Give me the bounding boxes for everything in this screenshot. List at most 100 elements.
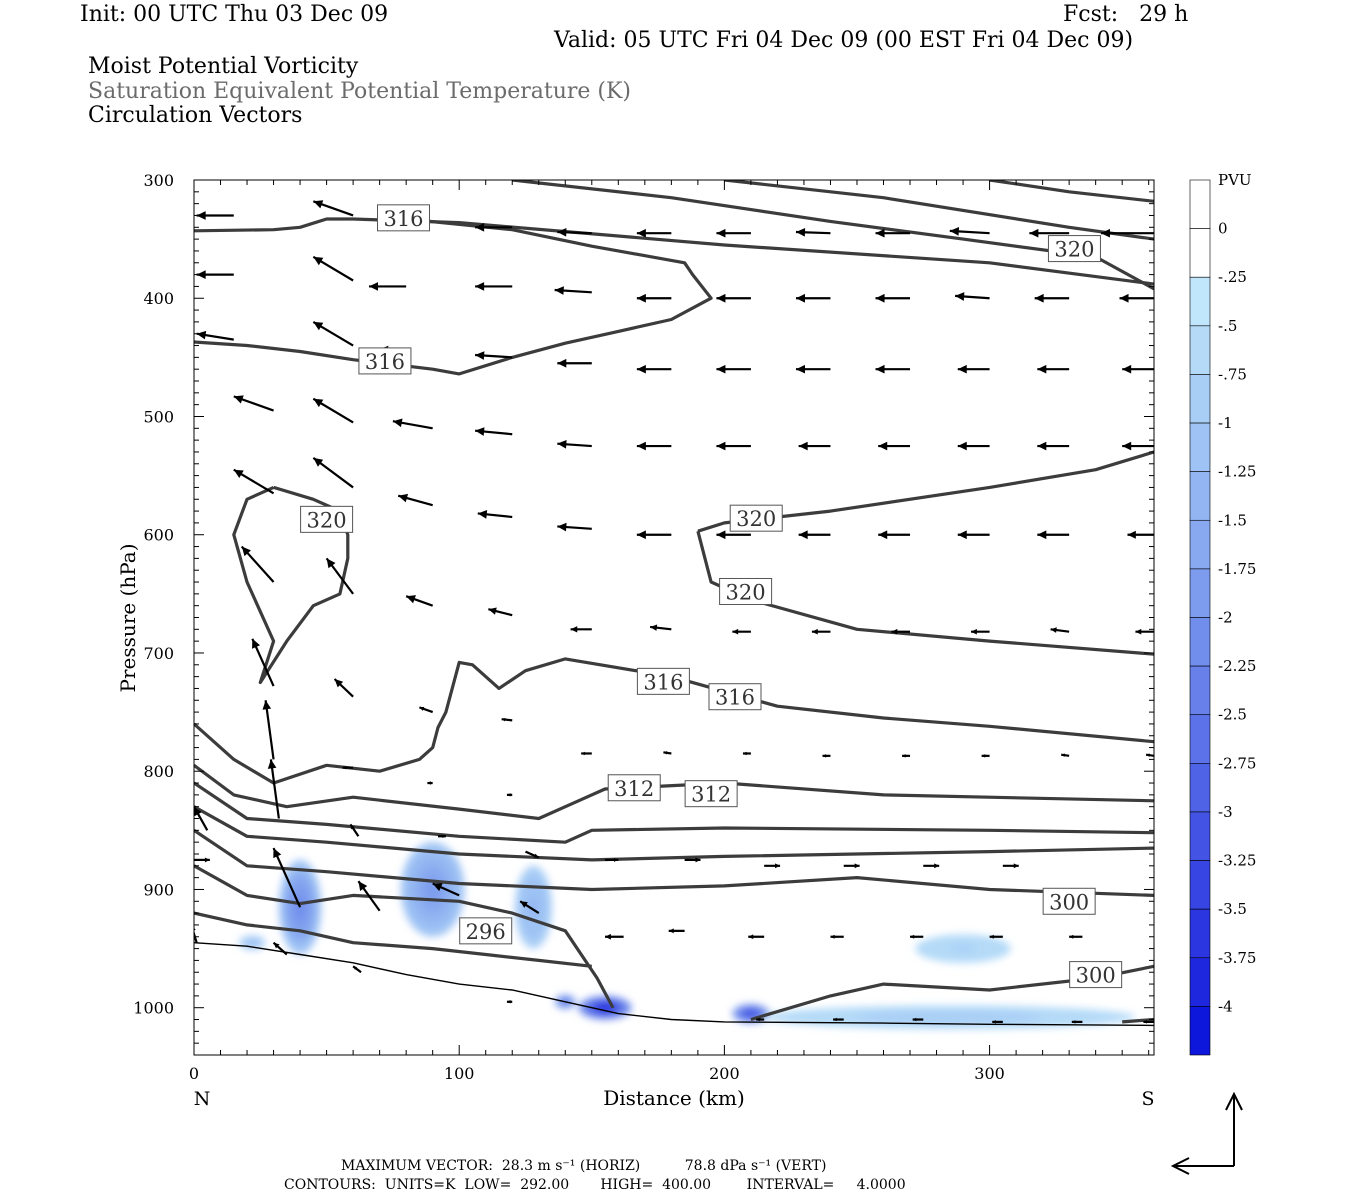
- x-tick-label: 200: [709, 1064, 740, 1083]
- circulation-vector: [636, 228, 672, 238]
- vector-head: [989, 934, 994, 939]
- circulation-vector: [475, 427, 513, 436]
- contour-label: 316: [358, 347, 412, 375]
- vector-head: [488, 607, 497, 615]
- colorbar-segment: [1189, 519, 1211, 570]
- circulation-vector: [312, 200, 354, 217]
- vector-head: [716, 364, 726, 374]
- contour-label: 320: [729, 504, 783, 532]
- y-axis-title: Pressure (hPa): [116, 544, 140, 693]
- isentrope-line: [194, 764, 1154, 821]
- vector-head: [557, 358, 567, 368]
- colorbar-segment: [1189, 568, 1211, 618]
- circulation-vector: [795, 293, 831, 303]
- colorbar-label: -3.25: [1218, 852, 1256, 870]
- vector-head: [520, 901, 528, 908]
- colorbar-segment: [1189, 665, 1211, 716]
- colorbar-label: -4: [1218, 997, 1233, 1015]
- contour-label-box: [358, 347, 412, 375]
- vector-head: [581, 751, 585, 756]
- contour-label-text: 296: [466, 920, 506, 944]
- vector-head: [795, 293, 805, 303]
- vector-head: [1122, 364, 1132, 374]
- circulation-vector: [748, 934, 765, 940]
- colorbar-segment: [1189, 276, 1211, 327]
- isentrope-line: [194, 828, 1154, 897]
- circulation-vector: [475, 282, 513, 291]
- colorbar-segment: [1189, 374, 1211, 424]
- contour-label: 320: [1047, 235, 1101, 263]
- circulation-vector: [427, 781, 433, 785]
- circulation-vector: [764, 863, 781, 869]
- colorbar-segment: [1189, 471, 1211, 521]
- vector-head: [533, 853, 539, 858]
- circulation-vector: [822, 754, 831, 758]
- vector-head: [398, 493, 409, 503]
- circulation-vector: [233, 468, 275, 495]
- circulation-vector: [955, 292, 990, 301]
- contour-label-box: [708, 683, 762, 711]
- circulation-vector: [196, 270, 234, 279]
- circulation-vector: [605, 933, 624, 940]
- vector-head: [668, 928, 674, 934]
- vector-head: [1050, 627, 1057, 633]
- circulation-vector: [795, 364, 831, 374]
- vector-head: [971, 628, 977, 635]
- colorbar-segment: [1189, 179, 1211, 229]
- vector-head: [196, 270, 206, 279]
- circulation-vector: [1135, 628, 1154, 635]
- circulation-vector: [798, 530, 831, 540]
- vector-head: [1061, 753, 1066, 757]
- circulation-vector: [875, 364, 911, 374]
- vector-head: [878, 441, 888, 451]
- circulation-vector: [971, 628, 990, 635]
- isentrope-line: [194, 217, 713, 376]
- colorbar-units: PVU: [1218, 171, 1252, 189]
- x-tick-label: 0: [189, 1064, 199, 1083]
- colorbar-label: -3.75: [1218, 949, 1256, 967]
- isentrope-line: [194, 781, 1154, 844]
- isentrope-line: [194, 805, 1154, 862]
- circulation-vector: [1037, 364, 1070, 374]
- circulation-vector: [333, 678, 354, 698]
- vector-head: [957, 441, 967, 451]
- vector-head: [506, 793, 511, 797]
- vector-head: [477, 510, 488, 519]
- circulation-vector: [875, 293, 911, 303]
- circulation-vector: [272, 847, 302, 908]
- vector-head: [798, 441, 808, 451]
- contour-label: 320: [719, 577, 773, 605]
- vector-head: [605, 933, 611, 940]
- vector-head: [957, 530, 967, 540]
- vector-head: [1100, 228, 1110, 238]
- colorbar-segment: [1189, 228, 1211, 278]
- contour-label-box: [1047, 235, 1101, 263]
- circulation-vector: [272, 941, 288, 956]
- circulation-vector: [477, 510, 513, 519]
- circulation-vector: [437, 834, 446, 838]
- vector-head: [1143, 1020, 1147, 1024]
- circulation-vector: [650, 624, 672, 631]
- circulation-vector: [312, 456, 354, 489]
- circulation-vector: [795, 227, 831, 237]
- vector-head: [830, 934, 835, 939]
- circulation-vector: [716, 530, 751, 540]
- vector-head: [557, 227, 567, 237]
- isentrope-line: [989, 180, 1154, 203]
- isentrope-line: [194, 217, 1154, 286]
- circulation-vector: [312, 320, 354, 347]
- circulation-vector: [1143, 1020, 1154, 1024]
- colorbar-segment: [1189, 860, 1211, 910]
- contour-label-text: 320: [726, 580, 766, 604]
- vector-head: [475, 351, 485, 360]
- contour-label-text: 316: [715, 686, 755, 710]
- circulation-vector: [557, 439, 592, 449]
- circulation-vector: [419, 706, 434, 714]
- colorbar-label: -.75: [1218, 365, 1247, 383]
- contour-label-box: [684, 780, 738, 808]
- vector-head: [695, 857, 701, 863]
- vector-head: [196, 211, 206, 220]
- init-time: Init: 00 UTC Thu 03 Dec 09: [80, 2, 389, 27]
- contour-label-text: 316: [643, 670, 683, 694]
- vector-head: [955, 292, 965, 301]
